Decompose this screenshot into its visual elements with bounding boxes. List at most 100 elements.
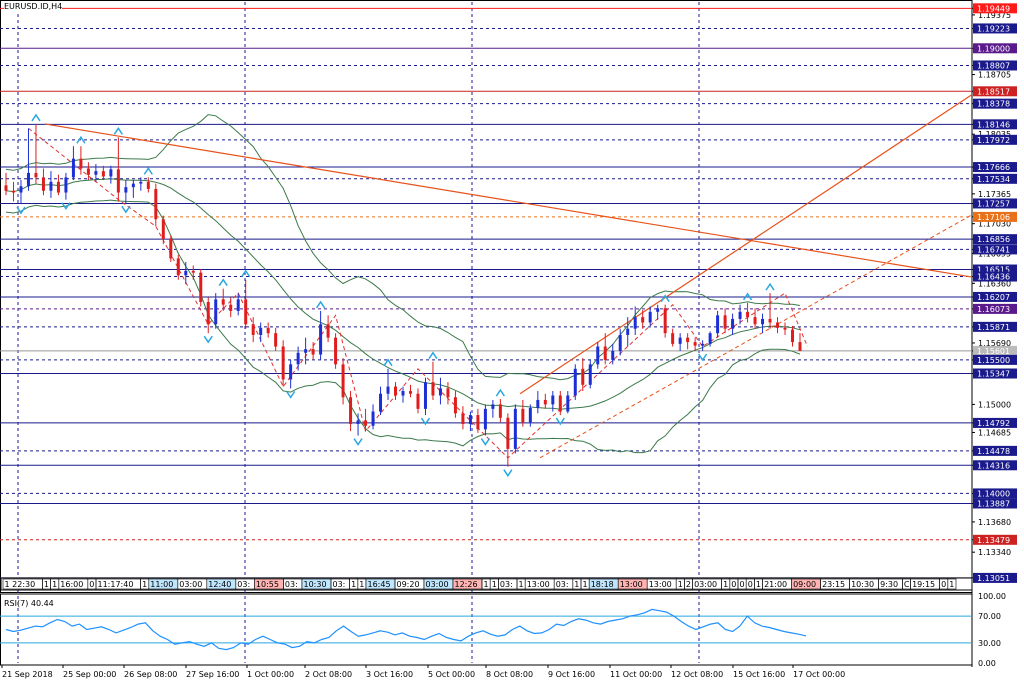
fractal-up-icon: [31, 113, 41, 122]
time-strip-highlight: [453, 579, 482, 589]
price-label-box: [973, 162, 1017, 173]
x-tick-label: 27 Sep 16:00: [186, 670, 239, 679]
time-strip-highlight: [618, 579, 648, 589]
channel-upper-trendline: [519, 94, 973, 395]
candle-body: [251, 324, 255, 335]
candle-body: [49, 181, 53, 191]
price-label-box: [973, 460, 1017, 471]
time-strip-label: 1: [492, 580, 497, 589]
price-tick-label: 1.18705: [978, 71, 1011, 80]
time-strip-label: 0: [89, 580, 94, 589]
candlesticks: [4, 123, 802, 467]
rsi-line: [5, 608, 807, 651]
candle-body: [551, 395, 555, 405]
candle-body: [536, 399, 540, 408]
price-label-text: 1.14478: [977, 447, 1010, 456]
candle-body: [401, 391, 405, 396]
candle-body: [701, 343, 705, 346]
x-tick-label: 2 Oct 08:00: [305, 670, 352, 679]
candle-body: [26, 172, 30, 187]
candle-body: [161, 219, 165, 239]
candle-body: [41, 177, 45, 191]
price-label-text: 1.14000: [977, 489, 1010, 498]
candle-body: [783, 327, 787, 330]
price-label-text: 1.18146: [977, 120, 1010, 129]
time-strip-label: 11:00: [150, 580, 173, 589]
candle-body: [708, 333, 712, 344]
candle-body: [56, 181, 60, 193]
price-label-text: 1.19223: [977, 24, 1010, 33]
time-strip-label: 03:: [333, 580, 346, 589]
time-axis: 21 Sep 2018 25 Sep 00:00 26 Sep 08:00 27 Se…: [1, 665, 845, 679]
price-label-text: 1.17534: [977, 175, 1010, 184]
price-label-box: [973, 119, 1017, 130]
candle-body: [506, 417, 510, 449]
time-strip-label: 0: [748, 580, 753, 589]
price-label-box: [973, 354, 1017, 365]
time-strip-label: 1 22:30: [5, 580, 36, 589]
rsi-tick-label: 0.00: [978, 659, 996, 668]
candle-body: [176, 258, 180, 276]
candle-body: [206, 302, 210, 325]
price-label-text: 1.15601: [977, 347, 1010, 356]
price-label-box: [973, 198, 1017, 209]
fractal-up-icon: [315, 300, 326, 309]
time-strip-label: 10:30: [304, 580, 327, 589]
price-label-text: 1.14316: [977, 461, 1010, 470]
candle-body: [266, 327, 270, 334]
candle-body: [476, 415, 480, 430]
candle-body: [124, 187, 128, 193]
candle-body: [101, 171, 105, 177]
price-label-box: [973, 43, 1017, 54]
candle-body: [558, 395, 562, 412]
price-label-box: [973, 345, 1017, 356]
fractal-up-icon: [428, 351, 438, 360]
candle-body: [761, 318, 765, 325]
fractal-markers: [16, 113, 775, 478]
time-strip-label: 1: [52, 580, 57, 589]
symbol-label: EURUSD.ID,H4: [4, 2, 63, 11]
fractal-down-icon: [61, 202, 71, 210]
fractal-down-icon: [286, 390, 296, 399]
time-strip: 1 22:30 1 1 16:00 0 11:17:40 1 11:00 03:00 12:40 0…: [0, 577, 973, 591]
fractal-up-icon: [113, 126, 123, 135]
time-strip-label: 1: [351, 580, 356, 589]
fractal-down-icon: [503, 469, 513, 478]
candle-body: [468, 415, 472, 424]
candle-body: [169, 238, 173, 259]
candle-body: [746, 311, 750, 318]
rsi-label: RSI(7) 40.44: [4, 599, 54, 608]
price-label-box: [973, 211, 1017, 222]
candle-body: [431, 382, 435, 396]
fractal-up-icon: [383, 358, 393, 367]
candle-body: [611, 350, 615, 360]
candle-body: [146, 181, 150, 189]
candle-body: [686, 337, 690, 343]
band-mid: [5, 178, 801, 410]
fractal-up-icon: [660, 294, 670, 303]
candle-body: [199, 272, 203, 303]
x-tick-label: 11 Oct 00:00: [610, 670, 662, 679]
price-label-text: 1.16436: [977, 273, 1010, 282]
price-label-box: [973, 86, 1017, 97]
candle-body: [648, 311, 652, 323]
candle-body: [753, 317, 757, 325]
candle-body: [64, 177, 68, 193]
candle-body: [236, 299, 240, 311]
time-strip-highlight: [206, 579, 236, 589]
time-strip-highlight: [424, 579, 453, 589]
price-label-text: 1.16856: [977, 235, 1010, 244]
time-strip-label: 1: [949, 580, 954, 589]
candle-body: [738, 311, 742, 319]
price-label-box: [973, 498, 1017, 509]
candle-body: [184, 270, 188, 276]
x-tick-label: 12 Oct 08:00: [671, 670, 723, 679]
price-tick-label: 1.16360: [978, 279, 1011, 288]
price-label-box: [973, 321, 1017, 332]
price-label-text: 1.17666: [977, 163, 1010, 172]
candle-body: [798, 342, 802, 351]
x-tick-label: 26 Sep 08:00: [124, 670, 177, 679]
candle-body: [416, 393, 420, 409]
time-strip-label: 12:40: [208, 580, 231, 589]
